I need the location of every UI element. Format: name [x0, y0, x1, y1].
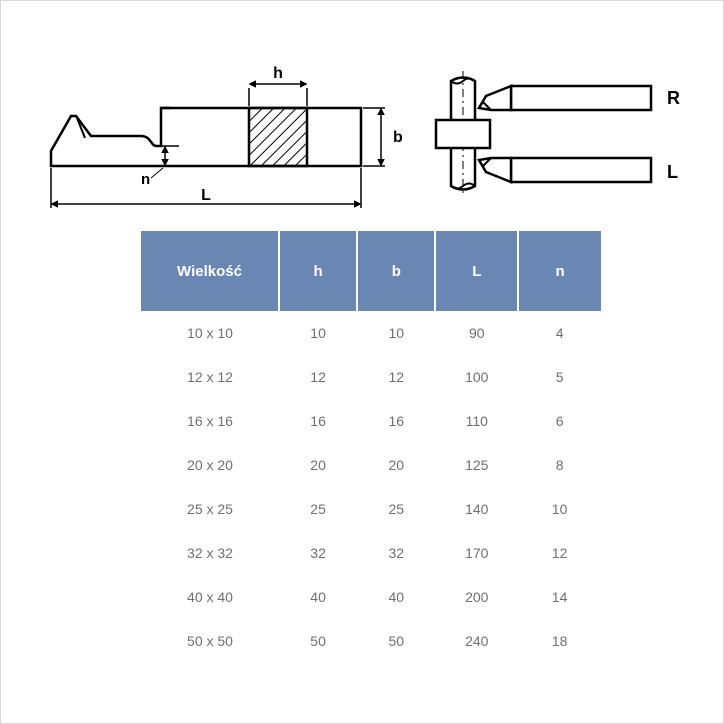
table-cell-b: 50	[357, 619, 435, 663]
table-cell-h: 40	[279, 575, 357, 619]
table-cell-size: 10 x 10	[141, 311, 279, 355]
table-cell-n: 6	[518, 399, 601, 443]
tool-top-view: R L	[436, 71, 680, 196]
table-cell-size: 50 x 50	[141, 619, 279, 663]
table-cell-L: 125	[435, 443, 518, 487]
col-header-h: h	[279, 231, 357, 311]
col-header-b: b	[357, 231, 435, 311]
table-row: 20 x 2020201258	[141, 443, 601, 487]
technical-drawing: h b n L	[31, 56, 691, 211]
table-cell-size: 40 x 40	[141, 575, 279, 619]
table-cell-b: 10	[357, 311, 435, 355]
table-cell-size: 32 x 32	[141, 531, 279, 575]
table-cell-h: 10	[279, 311, 357, 355]
table-cell-h: 20	[279, 443, 357, 487]
label-R: R	[667, 88, 680, 108]
table-cell-n: 18	[518, 619, 601, 663]
table-cell-n: 8	[518, 443, 601, 487]
table-row: 50 x 50505024018	[141, 619, 601, 663]
table-row: 10 x 101010904	[141, 311, 601, 355]
dim-label-L: L	[201, 187, 211, 204]
dimensions-table: Wielkość h b L n 10 x 10101090412 x 1212…	[141, 231, 601, 663]
table-cell-size: 16 x 16	[141, 399, 279, 443]
dim-label-n: n	[141, 171, 150, 188]
table-cell-size: 25 x 25	[141, 487, 279, 531]
table-cell-b: 32	[357, 531, 435, 575]
table-cell-b: 16	[357, 399, 435, 443]
table-cell-L: 240	[435, 619, 518, 663]
col-header-L: L	[435, 231, 518, 311]
table-cell-h: 50	[279, 619, 357, 663]
label-L-side: L	[667, 162, 678, 182]
table-row: 16 x 1616161106	[141, 399, 601, 443]
table-cell-L: 140	[435, 487, 518, 531]
table-row: 40 x 40404020014	[141, 575, 601, 619]
table-cell-h: 32	[279, 531, 357, 575]
table-cell-size: 20 x 20	[141, 443, 279, 487]
table-cell-n: 12	[518, 531, 601, 575]
table-cell-L: 200	[435, 575, 518, 619]
col-header-size: Wielkość	[141, 231, 279, 311]
cross-section-hatch	[249, 108, 307, 166]
table-cell-size: 12 x 12	[141, 355, 279, 399]
dim-label-h: h	[273, 65, 283, 82]
table-cell-L: 170	[435, 531, 518, 575]
table-cell-L: 100	[435, 355, 518, 399]
table-cell-b: 20	[357, 443, 435, 487]
table-cell-b: 12	[357, 355, 435, 399]
table-cell-n: 14	[518, 575, 601, 619]
table-cell-h: 16	[279, 399, 357, 443]
table-cell-b: 40	[357, 575, 435, 619]
table-cell-L: 110	[435, 399, 518, 443]
dim-label-b: b	[393, 129, 403, 146]
table-row: 25 x 25252514010	[141, 487, 601, 531]
table-cell-n: 5	[518, 355, 601, 399]
table-cell-n: 10	[518, 487, 601, 531]
table-cell-h: 25	[279, 487, 357, 531]
table-row: 32 x 32323217012	[141, 531, 601, 575]
page-root: h b n L	[0, 0, 724, 724]
table-cell-b: 25	[357, 487, 435, 531]
table-cell-L: 90	[435, 311, 518, 355]
col-header-n: n	[518, 231, 601, 311]
tool-side-profile	[51, 108, 361, 166]
table-cell-n: 4	[518, 311, 601, 355]
table-header-row: Wielkość h b L n	[141, 231, 601, 311]
table-row: 12 x 1212121005	[141, 355, 601, 399]
table-cell-h: 12	[279, 355, 357, 399]
